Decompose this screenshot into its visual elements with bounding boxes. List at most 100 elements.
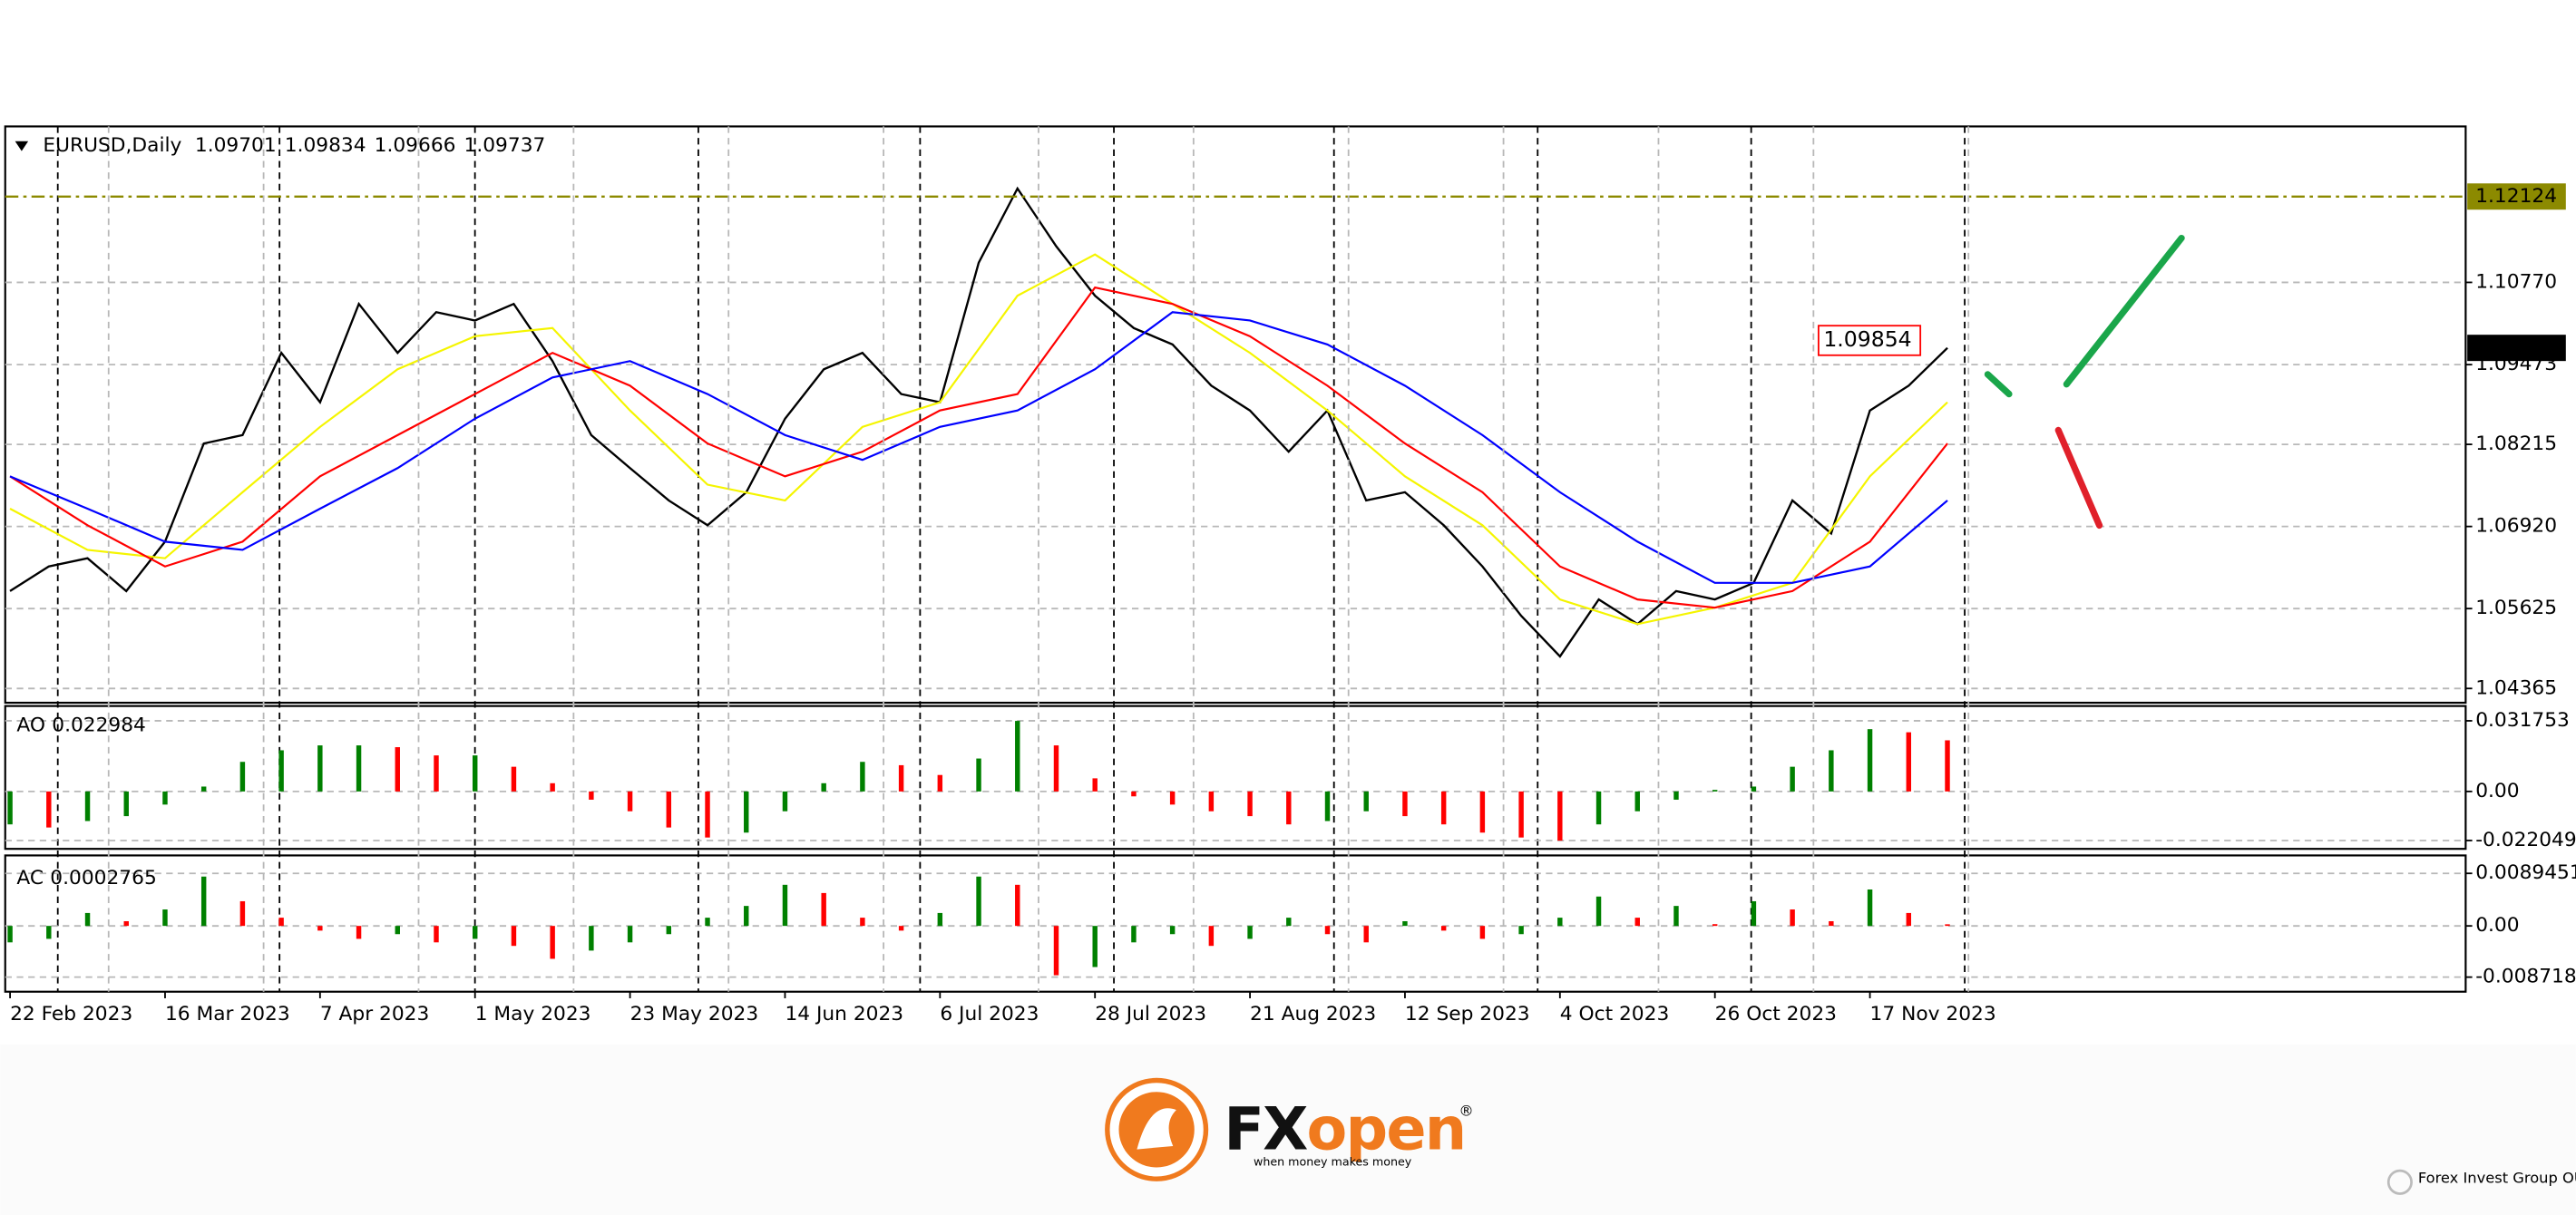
histogram-bar <box>1286 791 1292 825</box>
histogram-bar <box>898 926 904 931</box>
histogram-bar <box>278 918 284 927</box>
x-tick-label: 1 May 2023 <box>475 1003 591 1025</box>
histogram-bar <box>937 912 943 927</box>
marker-label: 1.09854 <box>1823 326 1911 352</box>
forecast-down <box>2054 426 2103 530</box>
histogram-bar <box>1479 926 1486 939</box>
histogram-bar <box>278 750 284 792</box>
period-separators <box>56 126 1966 992</box>
histogram-bar <box>1557 918 1563 927</box>
ac-panel <box>4 854 2467 993</box>
histogram-bar <box>317 745 323 792</box>
histogram-bar <box>123 791 129 817</box>
histogram-bar <box>782 884 788 927</box>
y-tick-label: 1.10770 <box>2475 270 2557 293</box>
ac-title: AC <box>16 867 44 889</box>
histogram-bar <box>1092 778 1098 792</box>
x-tick-label: 26 Oct 2023 <box>1715 1003 1837 1025</box>
x-tick-label: 14 Jun 2023 <box>785 1003 903 1025</box>
histogram-bar <box>200 786 207 792</box>
histogram-bar <box>550 926 555 959</box>
histogram-bar <box>1440 791 1447 825</box>
histogram-bar <box>472 926 478 939</box>
histogram-bar <box>1015 721 1020 792</box>
histogram-bar <box>1673 906 1679 927</box>
histogram-bar <box>1363 926 1369 943</box>
histogram-bar <box>1595 791 1602 825</box>
x-tick-label: 16 Mar 2023 <box>165 1003 290 1025</box>
histogram-bar <box>1169 926 1176 935</box>
histogram-bar <box>1208 791 1215 812</box>
histogram-bar <box>434 755 439 792</box>
x-tick-label: 22 Feb 2023 <box>10 1003 132 1025</box>
histogram-bar <box>317 926 323 931</box>
histogram-bar <box>666 926 672 935</box>
logo <box>1105 1077 1209 1181</box>
brand-fx: FX <box>1224 1095 1307 1164</box>
brand: FXopen <box>1224 1095 1465 1164</box>
y-tick-label: 1.05625 <box>2475 597 2557 619</box>
x-tick-label: 21 Aug 2023 <box>1250 1003 1376 1025</box>
ac-header: AC 0.0002765 <box>16 867 156 889</box>
histogram-bar <box>1634 791 1640 812</box>
x-tick-label: 4 Oct 2023 <box>1560 1003 1669 1025</box>
histogram-bar <box>937 774 943 792</box>
histogram-bar <box>860 918 865 927</box>
plot-layer: 1.107701.094731.082151.069201.056251.043… <box>5 126 2576 1025</box>
histogram-bar <box>1790 909 1795 927</box>
collapse-icon <box>15 141 29 151</box>
histogram-bar <box>1790 766 1795 792</box>
low: 1.09666 <box>375 134 456 157</box>
histogram-bar <box>589 791 594 800</box>
close: 1.09737 <box>464 134 546 157</box>
x-tick-label: 23 May 2023 <box>630 1003 759 1025</box>
ao-title: AO <box>16 714 45 736</box>
y-tick-label: 0.0089451 <box>2475 861 2576 884</box>
histogram-bar <box>1363 791 1369 812</box>
histogram-bar <box>744 791 749 833</box>
moving-average <box>9 311 1948 584</box>
histogram-bar <box>1131 926 1137 943</box>
histogram-bar <box>1402 920 1408 927</box>
histogram-bar <box>162 791 168 805</box>
histogram-bar <box>472 755 478 792</box>
histogram-bar <box>395 926 400 935</box>
company: Forex Invest Group OU <box>2418 1170 2576 1187</box>
histogram-bar <box>1286 918 1292 927</box>
price-label: 1.09737 <box>2475 336 2557 359</box>
histogram-bar <box>1945 740 1950 792</box>
y-tick-label: 1.04365 <box>2475 676 2557 699</box>
registered: ® <box>1459 1102 1473 1119</box>
x-tick-label: 12 Sep 2023 <box>1405 1003 1530 1025</box>
histogram-bar <box>84 912 91 927</box>
histogram-bar <box>1673 791 1679 800</box>
histogram-bar <box>627 926 633 943</box>
histogram-bar <box>627 791 633 812</box>
y-tick-label: -0.022049 <box>2475 829 2576 851</box>
header: EURUSD,Daily 1.09701 1.09834 1.09666 1.09737 <box>43 134 545 157</box>
histogram-bar <box>589 926 594 951</box>
histogram-bar <box>1867 729 1873 792</box>
x-tick-label: 28 Jul 2023 <box>1095 1003 1206 1025</box>
histogram-bar <box>356 926 362 939</box>
histogram-bar <box>782 791 788 812</box>
footer-band <box>0 1044 2576 1215</box>
forecast-stroke <box>1984 371 2013 398</box>
ao-panel <box>4 705 2467 850</box>
open: 1.09701 <box>195 134 277 157</box>
histogram-bar <box>821 892 826 927</box>
histogram-bar <box>511 766 517 792</box>
histogram-bar <box>239 900 246 927</box>
histogram-bar <box>666 791 672 828</box>
histogram-bar <box>84 791 91 821</box>
histogram-bar <box>860 762 865 792</box>
histogram-bar <box>1634 918 1640 927</box>
histogram-bar <box>434 926 439 943</box>
histogram-bar <box>239 762 246 792</box>
price-line <box>9 186 1948 658</box>
histogram-bar <box>395 747 400 792</box>
histogram-bar <box>1131 791 1137 797</box>
histogram-bar <box>1712 924 1718 927</box>
histogram-bar <box>1518 791 1524 838</box>
x-tick-label: 17 Nov 2023 <box>1870 1003 1996 1025</box>
